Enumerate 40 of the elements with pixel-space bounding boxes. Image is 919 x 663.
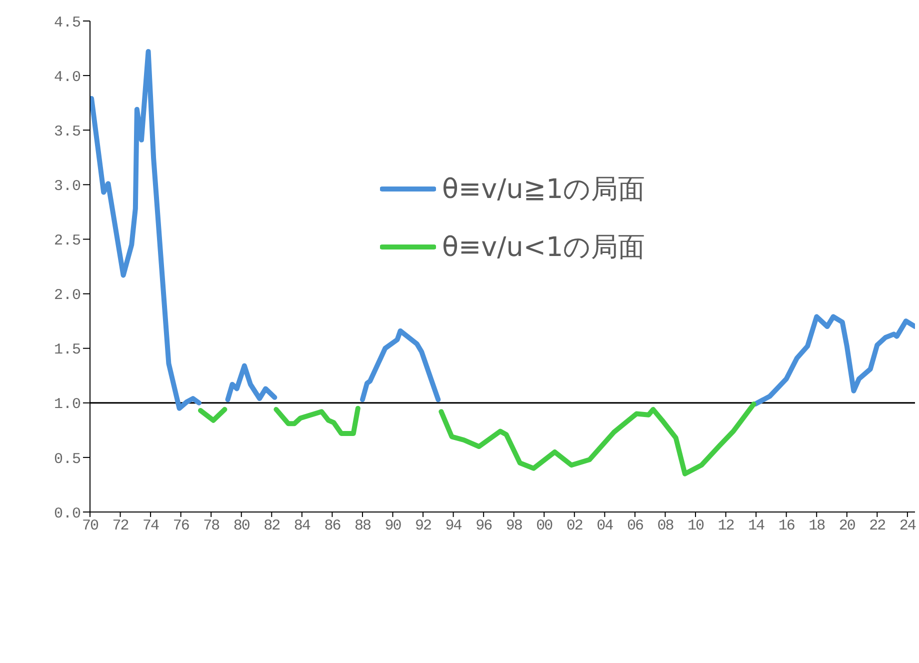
y-tick-label: 0.5 <box>54 450 81 468</box>
x-tick-label: 80 <box>233 518 250 535</box>
x-tick-label: 24 <box>899 518 916 535</box>
x-tick-label: 14 <box>748 518 766 535</box>
y-tick-label: 2.0 <box>54 287 81 304</box>
x-tick-label: 06 <box>626 518 644 535</box>
x-tick-label: 90 <box>384 518 402 535</box>
x-tick-label: 96 <box>476 518 493 535</box>
x-tick-label: 92 <box>415 518 432 535</box>
legend-label: θ≡v/u<1の局面 <box>442 231 646 265</box>
x-tick-label: 12 <box>718 518 734 535</box>
legend-label: θ≡v/u≧1の局面 <box>442 173 646 207</box>
x-tick-label: 82 <box>264 518 280 535</box>
x-tick-label: 74 <box>142 518 160 535</box>
x-tick-label: 02 <box>566 518 582 535</box>
x-tick-label: 88 <box>354 518 372 535</box>
x-tick-label: 72 <box>112 518 128 535</box>
y-tick-label: 2.5 <box>54 232 81 250</box>
x-tick-label: 10 <box>687 518 704 535</box>
x-tick-label: 16 <box>778 518 796 535</box>
y-tick-label: 4.5 <box>54 14 81 32</box>
y-tick-label: 0.0 <box>54 505 81 522</box>
x-tick-label: 70 <box>82 518 99 535</box>
y-tick-label: 1.5 <box>54 342 81 359</box>
y-tick-label: 3.5 <box>54 123 81 140</box>
x-tick-label: 94 <box>445 518 462 535</box>
x-tick-label: 04 <box>596 518 614 535</box>
x-tick-label: 98 <box>506 518 523 535</box>
x-tick-label: 84 <box>294 518 311 535</box>
y-tick-label: 4.0 <box>54 68 81 86</box>
x-tick-label: 20 <box>838 518 856 535</box>
x-tick-label: 00 <box>536 518 554 535</box>
y-tick-label: 3.0 <box>54 178 81 195</box>
y-tick-label: 1.0 <box>54 396 81 414</box>
x-tick-label: 08 <box>657 518 674 535</box>
x-tick-label: 86 <box>324 518 342 535</box>
x-tick-label: 76 <box>172 518 190 535</box>
x-tick-label: 22 <box>869 518 886 535</box>
x-tick-label: 78 <box>203 518 220 535</box>
x-tick-label: 18 <box>808 518 826 535</box>
